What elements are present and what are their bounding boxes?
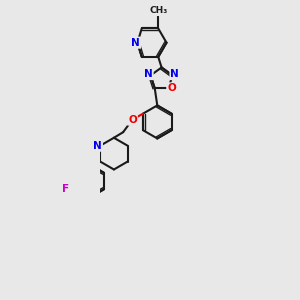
Text: O: O — [128, 115, 137, 124]
Text: N: N — [131, 38, 140, 48]
Text: N: N — [170, 69, 179, 79]
Text: N: N — [93, 141, 102, 151]
Text: CH₃: CH₃ — [149, 6, 167, 15]
Text: N: N — [144, 69, 153, 79]
Text: F: F — [62, 184, 69, 194]
Text: O: O — [167, 83, 176, 93]
